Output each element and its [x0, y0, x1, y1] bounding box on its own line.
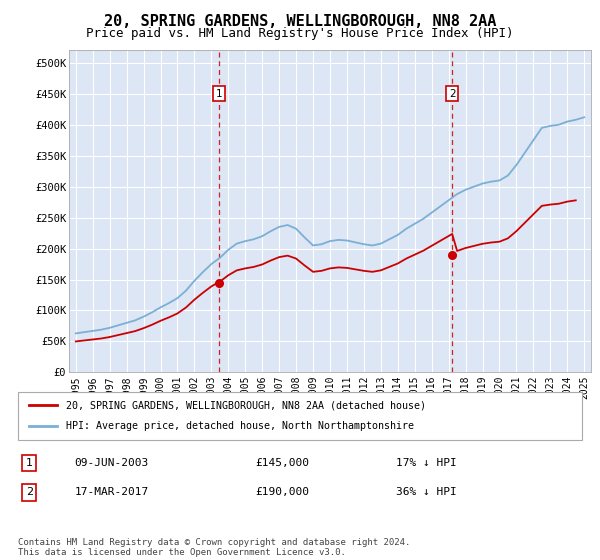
- Text: 36% ↓ HPI: 36% ↓ HPI: [396, 487, 457, 497]
- Text: 1: 1: [215, 88, 222, 99]
- Text: 09-JUN-2003: 09-JUN-2003: [74, 458, 149, 468]
- Text: HPI: Average price, detached house, North Northamptonshire: HPI: Average price, detached house, Nort…: [66, 421, 414, 431]
- Text: £145,000: £145,000: [255, 458, 309, 468]
- Text: 2: 2: [449, 88, 455, 99]
- Text: 17-MAR-2017: 17-MAR-2017: [74, 487, 149, 497]
- Text: 20, SPRING GARDENS, WELLINGBOROUGH, NN8 2AA: 20, SPRING GARDENS, WELLINGBOROUGH, NN8 …: [104, 14, 496, 29]
- FancyBboxPatch shape: [18, 392, 582, 440]
- Text: 20, SPRING GARDENS, WELLINGBOROUGH, NN8 2AA (detached house): 20, SPRING GARDENS, WELLINGBOROUGH, NN8 …: [66, 400, 426, 410]
- Text: 2: 2: [26, 487, 33, 497]
- Text: £190,000: £190,000: [255, 487, 309, 497]
- Text: 1: 1: [26, 458, 33, 468]
- Text: Price paid vs. HM Land Registry's House Price Index (HPI): Price paid vs. HM Land Registry's House …: [86, 27, 514, 40]
- Text: Contains HM Land Registry data © Crown copyright and database right 2024.
This d: Contains HM Land Registry data © Crown c…: [18, 538, 410, 557]
- Text: 17% ↓ HPI: 17% ↓ HPI: [396, 458, 457, 468]
